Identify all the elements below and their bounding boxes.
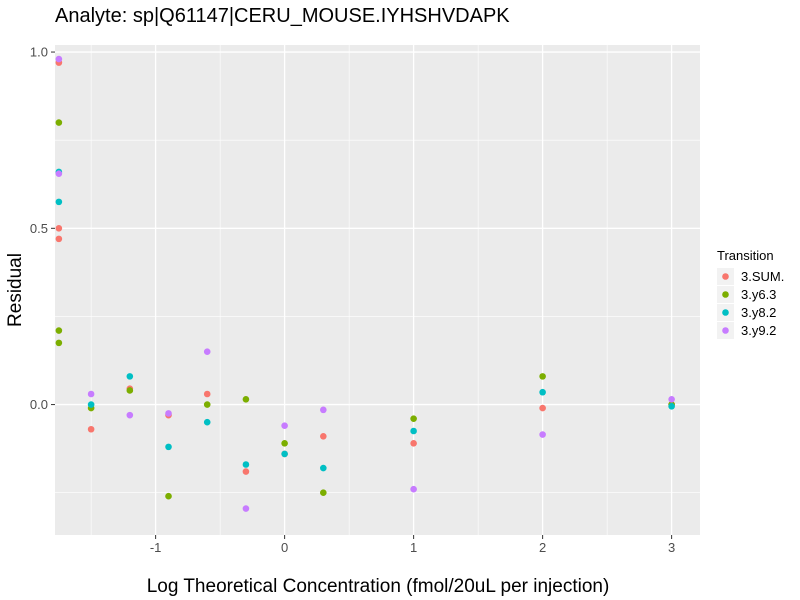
- data-point: [320, 464, 327, 472]
- data-point: [242, 395, 250, 403]
- data-point: [126, 373, 134, 380]
- data-point: [55, 235, 63, 243]
- data-point: [55, 339, 63, 347]
- data-point: [165, 410, 172, 417]
- series-3-y9-2: [55, 55, 675, 512]
- x-tick-label: 2: [539, 540, 546, 555]
- data-point: [126, 411, 134, 419]
- data-points: [55, 55, 675, 512]
- series-3-y6-3: [55, 119, 675, 500]
- data-point: [281, 440, 288, 447]
- data-point: [242, 505, 250, 512]
- chart-title: Analyte: sp|Q61147|CERU_MOUSE.IYHSHVDAPK: [55, 5, 510, 27]
- data-point: [165, 443, 172, 451]
- data-point: [126, 387, 134, 394]
- y-tick-label: 0.5: [30, 221, 48, 236]
- legend-key-dot: [722, 327, 729, 334]
- data-point: [668, 403, 675, 410]
- data-point: [87, 425, 95, 433]
- series-3-y8-2: [55, 168, 675, 472]
- data-point: [668, 395, 675, 403]
- data-point: [203, 348, 211, 355]
- data-point: [203, 418, 211, 426]
- y-tick-label: 0.0: [30, 397, 48, 412]
- legend-items: 3.SUM. 3.y6.3 3.y8.2 3.y9.2: [717, 268, 784, 339]
- data-point: [242, 461, 250, 468]
- data-point: [55, 198, 63, 206]
- data-point: [55, 170, 63, 177]
- legend-key-dot: [722, 273, 729, 280]
- data-point: [281, 450, 288, 458]
- legend-label: 3.SUM.: [741, 269, 784, 284]
- x-axis-ticks: -1 0 1 2 3: [150, 535, 675, 555]
- data-point: [410, 440, 417, 447]
- y-axis-ticks: 0.0 0.5 1.0: [30, 45, 55, 412]
- legend-label: 3.y6.3: [741, 287, 776, 302]
- grid-minor: [55, 45, 700, 535]
- x-tick-label: 3: [668, 540, 675, 555]
- data-point: [539, 388, 546, 396]
- data-point: [539, 404, 546, 412]
- data-point: [539, 373, 546, 380]
- data-point: [87, 390, 95, 398]
- data-point: [410, 415, 417, 422]
- x-tick-label: -1: [150, 540, 162, 555]
- data-point: [55, 55, 63, 63]
- legend-label: 3.y9.2: [741, 323, 776, 338]
- data-point: [320, 406, 327, 414]
- legend: Transition 3.SUM. 3.y6.3 3.y8.2 3.y9.2: [717, 248, 784, 339]
- data-point: [281, 422, 288, 430]
- x-tick-label: 1: [410, 540, 417, 555]
- legend-key-dot: [722, 291, 729, 298]
- data-point: [87, 401, 95, 408]
- data-point: [203, 401, 211, 408]
- x-tick-label: 0: [281, 540, 288, 555]
- data-point: [320, 432, 327, 440]
- data-point: [242, 468, 250, 475]
- data-point: [320, 489, 327, 496]
- data-point: [165, 492, 172, 500]
- plot-panel: [55, 45, 700, 535]
- data-point: [55, 119, 63, 126]
- data-point: [55, 327, 63, 334]
- x-axis-title: Log Theoretical Concentration (fmol/20uL…: [147, 576, 610, 597]
- data-point: [539, 431, 546, 438]
- data-point: [203, 390, 211, 398]
- y-tick-label: 1.0: [30, 45, 48, 60]
- y-axis-title: Residual: [5, 253, 26, 327]
- legend-title: Transition: [717, 248, 774, 263]
- data-point: [55, 225, 63, 232]
- data-point: [410, 427, 417, 435]
- data-point: [410, 485, 417, 493]
- legend-label: 3.y8.2: [741, 305, 776, 320]
- legend-key-dot: [722, 309, 729, 316]
